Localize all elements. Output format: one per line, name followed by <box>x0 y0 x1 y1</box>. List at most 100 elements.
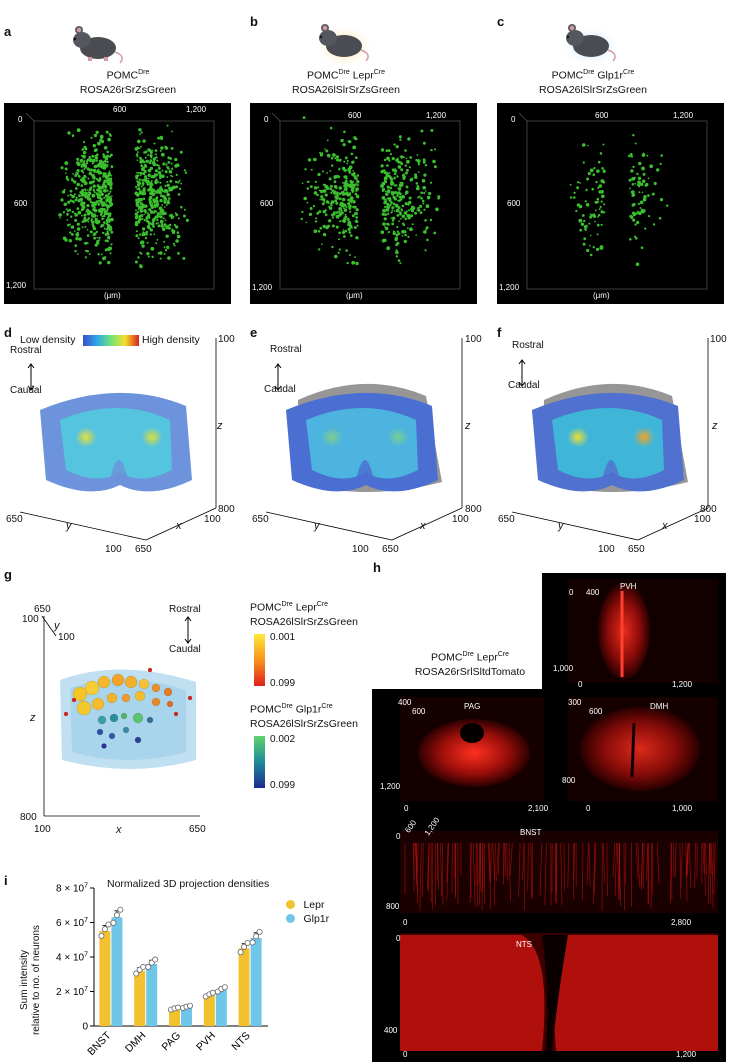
x-tick-label: NTS <box>229 1030 252 1053</box>
cell-dot <box>101 215 104 218</box>
cell-dot <box>101 217 104 221</box>
y-axis-label: y <box>314 520 320 532</box>
cell-dot <box>75 196 78 199</box>
cell-dot <box>394 203 399 208</box>
cell-dot <box>96 165 100 168</box>
panel-label-e: e <box>250 325 258 340</box>
cell-dot <box>343 160 346 163</box>
cell-dot <box>399 212 402 216</box>
cell-dot <box>319 198 321 201</box>
cell-dot <box>81 148 84 151</box>
cell-dot <box>330 156 334 160</box>
cell-dot <box>401 195 405 199</box>
cell-dot <box>596 223 600 227</box>
cell-dot <box>400 208 403 211</box>
cell-dot <box>417 161 420 164</box>
cell-dot <box>388 159 391 162</box>
cell-dot <box>425 228 428 231</box>
cell-dot <box>103 196 106 199</box>
cell-dot <box>630 155 634 158</box>
cell-dot <box>143 213 145 216</box>
caudal-label: Caudal <box>508 380 540 391</box>
cell-dot <box>391 157 395 161</box>
cell-dot <box>344 169 347 172</box>
cell-dot <box>140 215 143 217</box>
cell-dot <box>596 247 600 251</box>
cell-dot <box>586 224 588 227</box>
cell-dot <box>169 157 173 160</box>
cell-dot <box>629 153 633 156</box>
cell-dot <box>579 228 583 232</box>
cell-dot <box>149 159 153 162</box>
cell-dot <box>641 166 645 171</box>
cell-dot <box>349 210 352 213</box>
cell-dot <box>389 203 392 207</box>
cell-dot <box>180 205 183 209</box>
cell-dot <box>139 241 144 245</box>
caudal-label: Caudal <box>10 385 42 396</box>
cell-dot <box>64 172 67 174</box>
cell-dot <box>109 153 113 157</box>
cell-dot <box>64 167 68 171</box>
cell-dot <box>588 222 591 225</box>
legend-item-glp1r: Glp1r <box>286 910 329 925</box>
cell-dot <box>139 171 142 175</box>
cell-dot <box>335 196 339 200</box>
cell-dot <box>329 170 332 172</box>
cell-dot <box>98 261 102 265</box>
cell-dot <box>159 181 162 184</box>
cell-dot <box>98 239 101 241</box>
cell-dot <box>590 214 593 217</box>
cell-dot <box>102 208 106 212</box>
tick-label: 0 <box>404 804 409 813</box>
x-tick-left: 650 <box>135 544 152 555</box>
cell-dot <box>383 217 387 221</box>
cell-dot <box>430 129 434 132</box>
cell-dot <box>598 208 601 211</box>
cell-dot <box>99 171 103 175</box>
cell-dot <box>317 172 321 177</box>
cell-dot <box>94 148 98 152</box>
cell-dot <box>167 199 170 202</box>
cell-dot <box>651 192 655 196</box>
cell-dot <box>635 237 638 240</box>
cell-dot <box>144 204 148 208</box>
cell-dot <box>159 149 162 152</box>
cell-dot <box>432 159 436 164</box>
cell-dot <box>334 157 337 160</box>
cell-dot <box>589 168 594 173</box>
projection-sphere <box>120 712 128 720</box>
tick-label: 0 <box>569 588 574 597</box>
cell-dot <box>343 207 346 210</box>
legend-low-density: Low density <box>20 334 76 346</box>
cell-dot <box>395 255 399 258</box>
cell-dot <box>629 187 631 190</box>
cell-dot <box>349 196 354 201</box>
cell-dot <box>399 161 403 164</box>
cell-dot <box>139 174 142 177</box>
data-point <box>241 943 248 950</box>
cell-dot <box>177 193 181 196</box>
projection-sphere <box>71 697 77 703</box>
projection-sphere <box>146 716 154 724</box>
cell-dot <box>155 178 158 181</box>
cell-dot <box>159 209 163 214</box>
x-tick-label: DMH <box>123 1030 148 1055</box>
cell-dot <box>628 178 632 182</box>
projection-sphere <box>84 680 100 696</box>
cell-dot <box>91 220 95 224</box>
cell-dot <box>382 208 386 213</box>
cell-dot <box>89 200 93 204</box>
cell-dot <box>380 230 385 234</box>
cell-dot <box>92 168 97 173</box>
cell-dot <box>93 208 98 213</box>
cell-dot <box>76 161 80 165</box>
cell-dot <box>140 131 143 134</box>
cell-dot <box>183 208 186 211</box>
cell-dot <box>71 194 75 199</box>
cell-dot <box>75 237 79 241</box>
cell-dot <box>96 193 101 197</box>
cell-dot <box>594 200 598 204</box>
cell-dot <box>81 214 83 217</box>
cell-dot <box>582 143 586 147</box>
